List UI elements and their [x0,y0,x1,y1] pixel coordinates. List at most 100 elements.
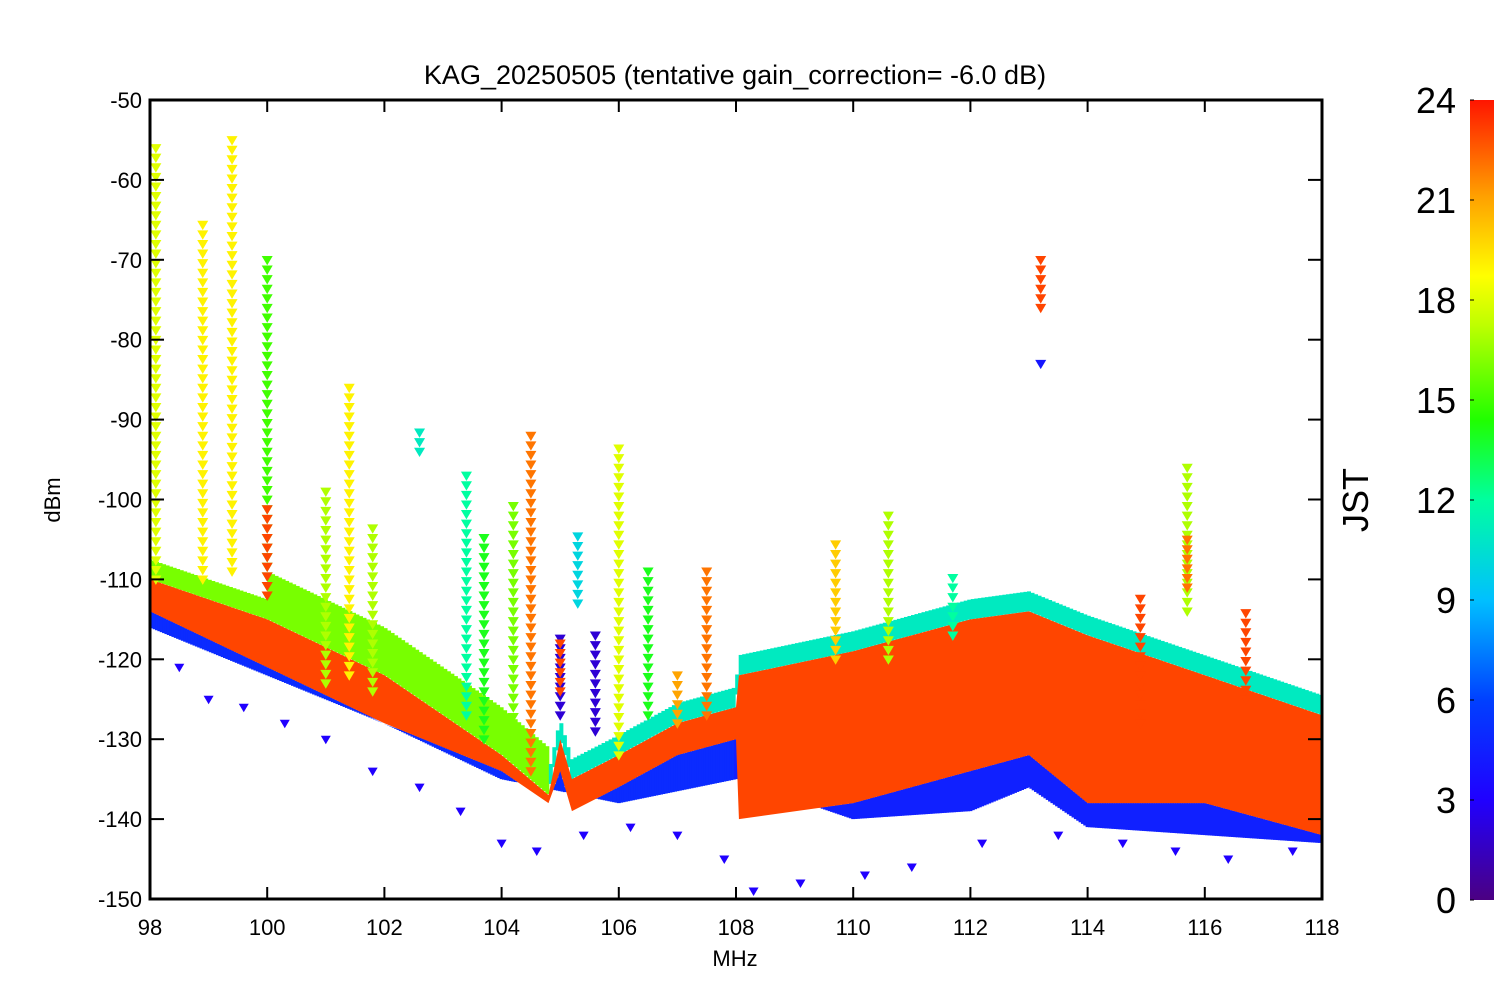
signal-point [507,655,519,665]
floor-mark [545,746,550,795]
signal-point [671,700,683,710]
floor-mark [1291,827,1296,842]
floor-mark [1146,636,1151,657]
signal-point [343,565,355,576]
floor-mark [594,746,599,767]
floor-mark [777,646,782,667]
floor-mark [232,651,237,662]
signal-point [226,203,238,213]
floor-mark [1220,661,1225,682]
floor-mark [288,678,293,685]
floor-mark [1073,793,1078,820]
floor-mark [1315,833,1320,843]
signal-point [613,617,625,627]
signal-point [1181,578,1193,589]
signal-point [367,668,379,678]
signal-point [525,450,537,461]
floor-mark [1287,826,1292,841]
floor-mark [1128,630,1133,651]
floor-mark [1259,674,1264,695]
signal-point [150,546,162,557]
signal-point [261,495,273,505]
signal-point [150,479,162,490]
signal-point [1181,545,1193,555]
floor-mark [819,637,824,658]
signal-point [150,345,162,355]
signal-point [150,230,162,240]
signal-point [197,575,209,585]
signal-point [642,634,654,645]
floor-mark [1227,663,1232,684]
signal-point [343,518,355,528]
floor-mark [1065,607,1070,628]
signal-point [478,581,490,592]
signal-point [507,693,519,704]
signal-point [1240,647,1252,657]
floor-mark [889,620,894,641]
floor-mark [861,628,866,649]
floor-mark [494,769,499,777]
signal-column [507,502,519,761]
signal-point [572,580,584,590]
floor-mark [961,773,966,812]
signal-point [197,374,209,384]
floor-mark [173,623,178,638]
signal-point [507,636,519,646]
signal-point [1134,671,1146,681]
floor-mark [235,589,240,610]
floor-mark [715,744,720,783]
signal-point [507,703,519,713]
floor-mark [380,626,385,675]
floor-mark [309,688,314,694]
floor-mark [1066,787,1071,815]
signal-point [507,607,519,617]
signal-column [1181,463,1193,617]
signal-point [507,674,519,684]
floor-mark [633,778,638,800]
signal-point [613,645,625,656]
colorbar-tick-label: 15 [1416,380,1456,421]
signal-point [1181,588,1193,598]
floor-mark [1008,760,1013,795]
floor-mark [607,791,612,802]
floor-mark [278,577,283,626]
signal-point [1240,618,1252,629]
floor-mark [319,693,324,698]
signal-point [525,604,537,614]
floor-mark [735,674,740,695]
colorbar-tick-label: 0 [1436,880,1456,921]
signal-point [525,556,537,566]
signal-point [882,597,894,608]
signal-point [367,572,379,582]
floor-mark [208,640,213,653]
floor-mark [464,756,469,763]
floor-mark [562,735,567,756]
floor-mark [292,584,297,633]
signal-point [460,567,472,577]
signal-point [261,265,273,275]
floor-mark [942,606,947,627]
floor-mark [1223,808,1228,837]
signal-point [226,414,238,424]
signal-point [226,567,238,577]
signal-point [150,374,162,384]
floor-mark [365,715,370,717]
floor-mark [419,738,424,742]
floor-mark [1177,803,1182,834]
floor-mark [1249,815,1254,839]
signal-point [197,268,209,279]
floor-mark [194,633,199,647]
x-axis: 98 100 102 104 106 108 110 112 114 116 118 [138,100,1340,940]
signal-point [261,581,273,592]
signal-point [261,534,273,544]
floor-mark [1078,797,1083,823]
floor-mark [1318,694,1322,715]
floor-mark [457,678,462,727]
floor-mark [321,694,326,699]
signal-point [613,626,625,637]
signal-point [226,538,238,549]
floor-mark [1001,762,1006,798]
signal-point [197,316,209,327]
y-tick-label: -90 [110,408,142,433]
signal-point [226,174,238,184]
